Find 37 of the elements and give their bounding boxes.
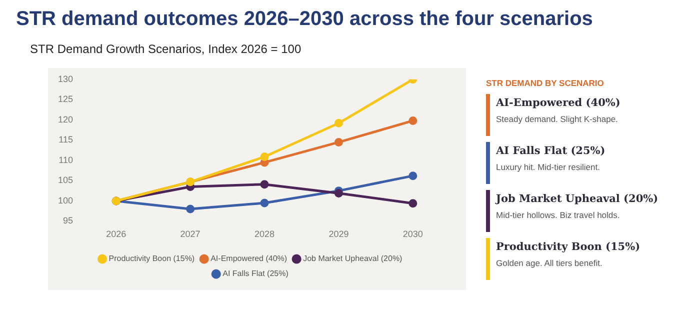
chart-title: STR demand outcomes 2026–2030 across the four scenarios xyxy=(16,8,593,31)
point xyxy=(334,138,343,146)
y-tick-label: 125 xyxy=(58,94,74,104)
category-label: Productivity Boon (15%) xyxy=(496,241,640,253)
point xyxy=(408,172,418,180)
point xyxy=(260,198,269,208)
text: Golden age. All tiers benefit. xyxy=(496,258,604,268)
y-tick-label: 110 xyxy=(58,154,74,165)
legend-label: AI Falls Flat (25%) xyxy=(222,269,289,278)
y-tick-label: 100 xyxy=(58,195,74,206)
legend-label: Job Market Upheaval (20%) xyxy=(303,254,403,264)
text: Mid-tier hollows. Biz travel holds. xyxy=(496,210,621,220)
y-tick-label: 120 xyxy=(58,114,74,124)
x-tick-label: 2026 xyxy=(106,229,126,240)
y-tick-label: 130 xyxy=(58,74,74,84)
y-tick-label: 95 xyxy=(63,216,74,226)
x-tick-label: 2028 xyxy=(254,229,275,240)
text: Steady demand. Slight K-shape. xyxy=(496,114,619,124)
x-tick-label: 2030 xyxy=(402,229,423,240)
text: Luxury hit. Mid-tier resilient. xyxy=(496,162,601,172)
point xyxy=(260,152,269,162)
point xyxy=(408,116,418,125)
x-tick-label: 2029 xyxy=(328,229,349,240)
y-tick-label: 115 xyxy=(58,134,74,145)
legend-label: AI-Empowered (40%) xyxy=(210,254,288,264)
text: STR DEMAND BY SCENARIO xyxy=(486,78,605,88)
point xyxy=(186,204,195,214)
legend-label: Productivity Boon (15%) xyxy=(108,254,195,264)
point xyxy=(408,199,418,208)
category-label: AI Falls Flat (25%) xyxy=(496,145,606,157)
point xyxy=(334,118,343,128)
category-label: Job Market Upheaval (20%) xyxy=(496,193,658,205)
chart-subtitle: STR Demand Growth Scenarios, Index 2026 = 100 xyxy=(30,42,302,56)
category-label: AI-Empowered (40%) xyxy=(496,97,620,109)
y-tick-label: 105 xyxy=(58,175,74,186)
point xyxy=(260,180,269,189)
x-tick-label: 2027 xyxy=(180,229,200,240)
